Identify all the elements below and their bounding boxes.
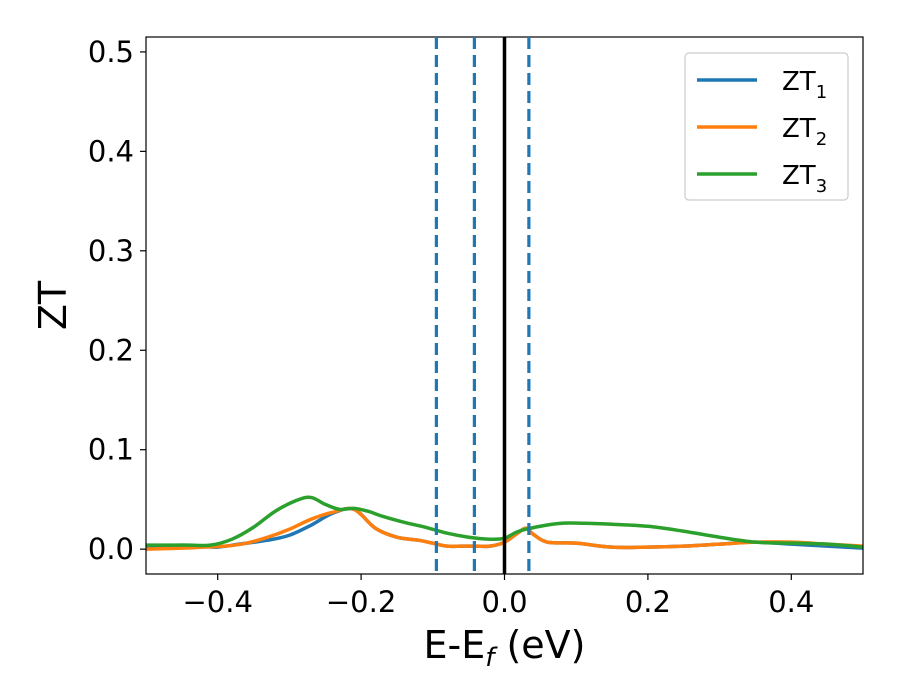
legend-label-sub: 1	[816, 82, 827, 103]
y-axis-ticks: 0.0 0.1 0.2 0.3 0.4 0.5	[88, 35, 146, 566]
legend-label-3: ZT3	[782, 161, 827, 197]
x-tick-label: −0.2	[326, 585, 396, 619]
x-tick-label: 0.4	[768, 585, 814, 619]
x-axis-title-main: E-E	[424, 623, 486, 667]
y-tick-label: 0.4	[88, 134, 134, 168]
legend-label-1: ZT1	[782, 67, 827, 103]
legend-label-sub: 3	[816, 176, 827, 197]
x-axis-ticks: −0.4 −0.2 0.0 0.2 0.4	[182, 574, 814, 619]
legend-label-main: ZT	[782, 161, 816, 191]
reference-lines	[434, 37, 531, 574]
y-axis-title: ZT	[31, 280, 75, 330]
y-tick-label: 0.3	[88, 234, 134, 268]
legend-label-2: ZT2	[782, 114, 827, 150]
y-tick-label: 0.5	[88, 35, 134, 69]
legend-box	[684, 52, 849, 201]
x-tick-label: 0.0	[481, 585, 527, 619]
y-tick-label: 0.0	[88, 532, 134, 566]
legend-label-main: ZT	[782, 114, 816, 144]
x-tick-label: 0.2	[625, 585, 671, 619]
x-axis-title-unit: (eV)	[494, 623, 585, 667]
y-tick-label: 0.2	[88, 333, 134, 367]
y-tick-label: 0.1	[88, 433, 134, 467]
series-line-2	[146, 506, 863, 551]
x-axis-title: E-Ef (eV)	[424, 623, 586, 673]
x-tick-label: −0.4	[182, 585, 252, 619]
legend-label-sub: 2	[816, 129, 827, 150]
legend-label-main: ZT	[782, 67, 816, 97]
